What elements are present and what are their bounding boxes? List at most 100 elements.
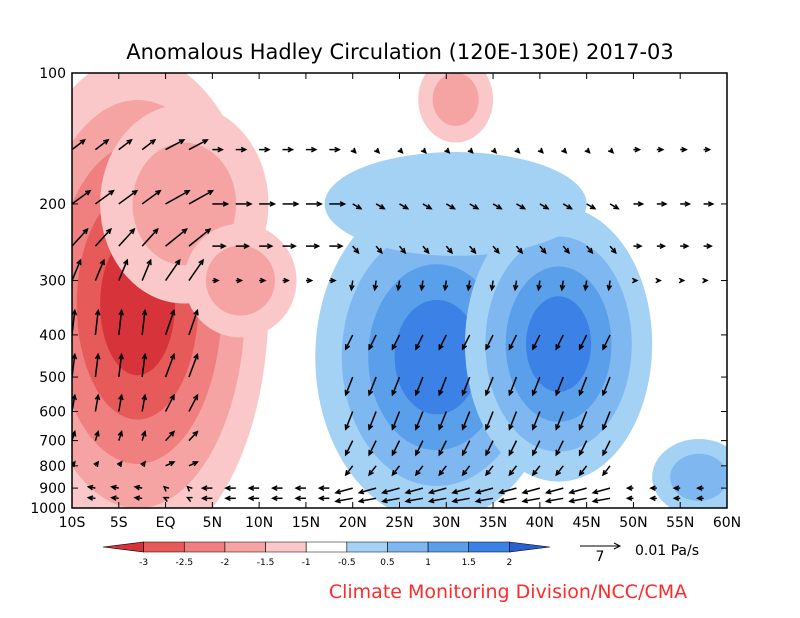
wind-vector (259, 201, 277, 207)
wind-vector (352, 245, 360, 255)
wind-vector (141, 227, 159, 247)
wind-vector (72, 138, 87, 151)
wind-vector (141, 429, 147, 441)
wind-vector (110, 484, 119, 491)
wind-vector (649, 495, 657, 502)
wind-vector (259, 243, 274, 249)
colorbar-tick-label: 0.5 (380, 558, 394, 568)
wind-vector (188, 352, 199, 378)
wind-vector (633, 201, 645, 207)
wind-vector (212, 201, 230, 207)
wind-vector (625, 495, 634, 502)
colorbar-tick-label: 1.5 (462, 558, 476, 568)
x-tick-label: 25N (385, 515, 413, 531)
reference-arrowhead (613, 542, 622, 550)
wind-vector (224, 485, 236, 491)
y-tick-label: 600 (39, 404, 66, 420)
wind-vector (116, 460, 123, 468)
wind-vector (212, 146, 224, 153)
wind-vector (485, 440, 494, 457)
wind-vector (544, 487, 564, 495)
wind-vector (631, 277, 639, 284)
wind-vector (94, 352, 101, 378)
wind-vector (609, 203, 620, 210)
wind-vector (294, 485, 306, 491)
wind-vector (317, 495, 330, 502)
y-tick-label: 1000 (30, 501, 66, 517)
wind-vector (368, 334, 377, 351)
wind-vector (584, 147, 591, 154)
wind-vector (391, 411, 401, 431)
wind-vector (334, 497, 353, 504)
wind-vector (656, 243, 667, 249)
wind-vector (141, 393, 148, 412)
wind-vector (164, 258, 181, 281)
wind-vector (72, 497, 73, 499)
y-tick-label: 100 (39, 66, 66, 82)
wind-vector (344, 440, 354, 457)
wind-vector (294, 495, 306, 502)
wind-vector (469, 203, 480, 210)
wind-vector (188, 139, 209, 151)
colorbar-tick-label: 1 (425, 558, 431, 568)
credit-text: Climate Monitoring Division/NCC/CMA (329, 581, 687, 603)
wind-vector (703, 146, 712, 153)
wind-vector (539, 245, 547, 255)
wind-vector (414, 411, 424, 431)
y-tick-label: 800 (39, 459, 66, 475)
x-tick-label: 15N (292, 515, 320, 531)
wind-vector (680, 243, 690, 249)
wind-vector (235, 277, 244, 284)
wind-vector (672, 495, 681, 502)
y-tick-label: 200 (39, 197, 66, 213)
wind-vector (531, 376, 541, 397)
wind-vector (271, 485, 283, 491)
wind-vector (461, 334, 471, 351)
wind-vector (601, 465, 611, 477)
wind-vector (419, 280, 425, 292)
wind-vector (649, 485, 657, 491)
wind-vector (489, 280, 496, 292)
wind-vector (514, 147, 521, 154)
wind-vector (508, 376, 518, 397)
wind-vector (165, 461, 176, 467)
wind-vector (532, 334, 541, 351)
wind-vector (467, 147, 474, 154)
wind-vector (656, 146, 665, 153)
x-tick-label: 60N (713, 515, 741, 531)
wind-vector (133, 484, 143, 491)
wind-vector (72, 227, 89, 247)
wind-vector (164, 393, 175, 412)
wind-vector (583, 280, 589, 292)
wind-vector (375, 203, 386, 210)
wind-vector (329, 146, 341, 153)
y-tick-label: 900 (39, 481, 66, 497)
wind-vector (609, 245, 617, 255)
wind-vector (656, 201, 668, 207)
wind-vector (94, 258, 105, 281)
negative-anomaly-north-level-4 (394, 299, 480, 415)
negative-anomaly-high-level-1 (324, 151, 587, 256)
wind-vector (672, 485, 681, 491)
wind-vector (539, 203, 550, 210)
wind-vector (235, 243, 251, 249)
wind-vector (414, 465, 424, 477)
wind-vector (484, 411, 494, 431)
wind-vector (165, 228, 188, 247)
shaded-anomaly-field (72, 73, 727, 508)
wind-vector (118, 352, 124, 378)
wind-vector (118, 393, 124, 412)
wind-vector (578, 465, 588, 477)
wind-vector (461, 376, 471, 397)
wind-vector (702, 277, 709, 284)
colorbar-tick-label: -1 (302, 558, 311, 568)
wind-vector (212, 277, 220, 284)
wind-vector (696, 485, 704, 491)
wind-vector (94, 138, 110, 151)
x-tick-label: 10S (59, 515, 86, 531)
wind-vector (334, 487, 353, 495)
colorbar-swatch (102, 541, 144, 553)
wind-vector (188, 461, 199, 467)
wind-vector (224, 495, 236, 502)
wind-vector (492, 203, 503, 210)
